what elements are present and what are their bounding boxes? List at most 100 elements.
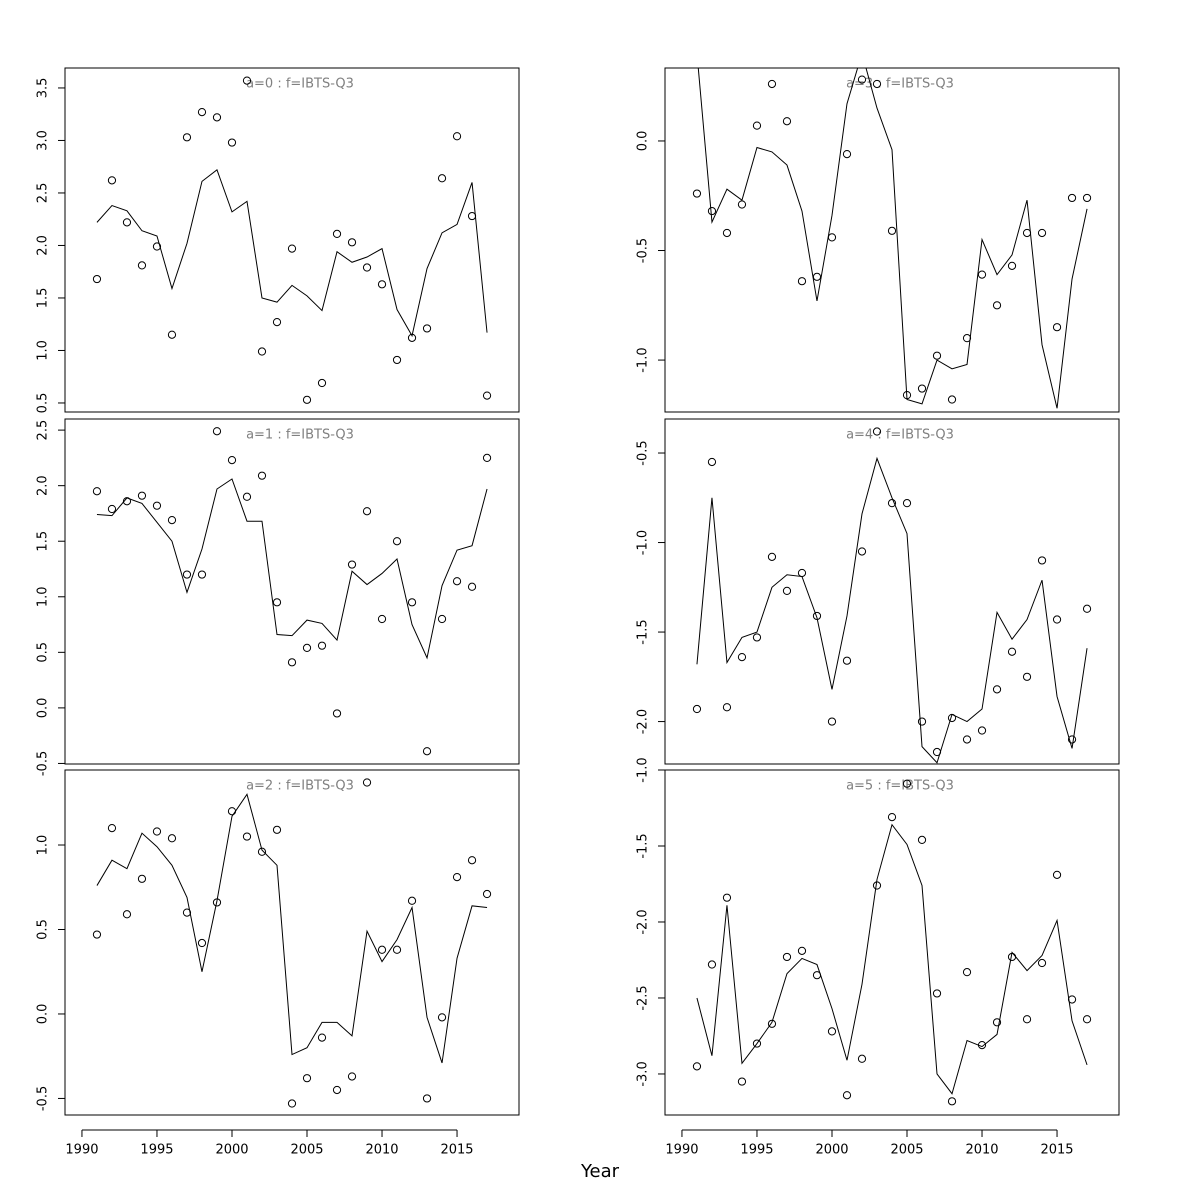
data-point [482,453,492,462]
data-point [947,1097,957,1106]
data-point [422,324,432,333]
x-tick-label: 2000 [215,1143,248,1158]
y-tick-label: 0.0 [36,1004,51,1025]
data-point [782,586,792,595]
panel-title: a=3 : f=IBTS-Q3 [846,77,954,92]
data-point [767,1019,777,1028]
data-point [482,391,492,400]
plot-frame [664,418,1120,765]
data-point [452,132,462,141]
data-point [272,825,282,834]
data-point [1037,228,1047,238]
panel-title: a=4 : f=IBTS-Q3 [846,428,954,443]
data-point [197,108,207,117]
fitted-line [96,793,488,1064]
data-point [272,598,282,607]
data-point [902,779,912,788]
panel: a=0 : f=IBTS-Q3 0.5 1.0 1.5 2.0 2.5 3.0 3.5 [36,67,520,413]
x-tick-label: 2015 [440,1143,473,1158]
panel: a=5 : f=IBTS-Q3 -3.0 -2.5 -2.0 -1.5 -1.0 1990 1… [636,757,1120,1158]
data-point [977,726,987,735]
data-point [1022,228,1032,238]
fitted-line [96,169,488,338]
data-point [827,233,837,242]
data-point [407,598,417,607]
data-point [452,577,462,586]
plot-area [92,76,492,404]
data-point [1067,193,1077,203]
data-point [212,427,222,436]
plot-frame [64,67,520,413]
y-tick-label: -2.0 [636,709,651,734]
plot-frame [664,769,1120,1116]
data-point [1022,1015,1032,1024]
y-tick-label: -0.5 [36,751,51,776]
data-point [317,1033,327,1042]
data-point [92,274,102,284]
data-point [842,656,852,665]
data-point [872,881,882,890]
data-point [722,893,732,902]
data-point [842,1091,852,1100]
panel: a=2 : f=IBTS-Q3 -0.5 0.0 0.5 1.0 1990 1995 2000… [36,769,520,1158]
x-tick-label: 2010 [365,1143,398,1158]
data-point [137,261,147,270]
y-tick-label: -0.5 [636,238,651,263]
data-point [422,747,432,756]
x-tick-label: 1990 [665,1143,698,1158]
data-point [242,76,252,85]
data-point [827,717,837,726]
y-tick-label: 1.0 [36,586,51,607]
panel-title: a=0 : f=IBTS-Q3 [246,77,354,92]
data-point [827,1027,837,1036]
data-point [887,813,897,822]
y-tick-label: -0.5 [36,1086,51,1111]
data-point [317,378,327,388]
y-tick-label: -1.5 [636,619,651,644]
data-point [722,228,732,238]
data-point [167,330,177,339]
data-point [227,807,237,816]
x-axis-label: Year [580,1161,620,1182]
data-point [437,1013,447,1022]
x-tick-label: 2000 [815,1143,848,1158]
data-point [212,113,222,122]
data-point [977,270,987,279]
y-tick-label: -1.5 [636,833,651,858]
data-point [467,211,477,221]
data-point [362,507,372,516]
data-point [1022,672,1032,681]
data-point [392,537,402,546]
data-point [107,824,117,833]
data-point [1037,958,1047,968]
x-tick-label: 1995 [740,1143,773,1158]
data-point [887,226,897,235]
plot-area [692,68,1092,409]
data-point [1007,261,1017,270]
y-tick-label: 0.0 [36,698,51,719]
data-point [992,1018,1002,1027]
data-point [107,176,117,185]
data-point [302,643,312,652]
data-point [1052,870,1062,879]
data-point [257,471,267,480]
data-point [872,427,882,436]
data-point [752,633,762,642]
data-point [347,1072,357,1081]
data-point [842,150,852,159]
data-point [707,457,717,467]
data-point [722,703,732,712]
data-point [257,347,267,356]
data-point [707,206,717,216]
data-point [92,487,102,496]
y-tick-label: 0.0 [636,131,651,152]
y-tick-label: -1.0 [636,757,651,782]
fitted-line [696,823,1088,1095]
x-tick-label: 2005 [890,1143,923,1158]
data-point [182,133,192,142]
y-tick-label: -3.0 [636,1061,651,1086]
y-tick-label: 0.5 [36,642,51,663]
data-point [1082,1015,1092,1024]
data-point [377,945,387,954]
